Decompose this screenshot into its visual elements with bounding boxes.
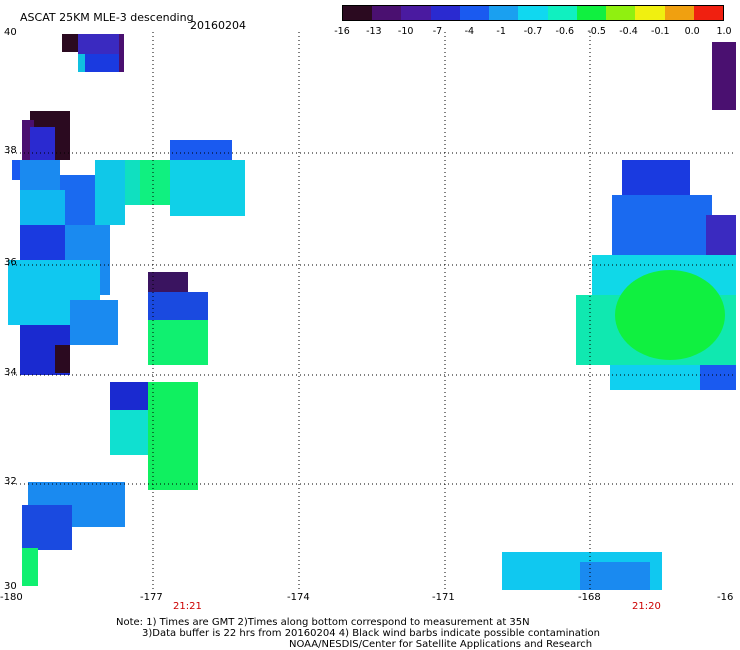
y-tick-38: 38 [4, 145, 17, 156]
x-tick-174: -174 [287, 592, 310, 603]
color-scale-label: -10 [397, 26, 414, 37]
color-scale-label: -16 [334, 26, 350, 37]
x-tick-16: -16 [717, 592, 734, 603]
color-scale-label: -4 [464, 26, 475, 37]
x-tick-177: -177 [140, 592, 163, 603]
y-tick-40: 40 [4, 27, 17, 38]
y-tick-34: 34 [4, 367, 17, 378]
color-scale-label: 1.0 [716, 26, 732, 37]
color-scale-segment [576, 6, 607, 20]
color-scale-label: -0.4 [619, 26, 638, 37]
color-scale-segment [489, 6, 519, 20]
y-tick-32: 32 [4, 476, 17, 487]
color-scale-label: -0.1 [651, 26, 670, 37]
color-scale-bar [342, 5, 724, 21]
x-tick-180: -180 [0, 592, 23, 603]
color-scale-label: -1 [496, 26, 506, 37]
x-tick-171: -171 [432, 592, 455, 603]
color-scale-segment [518, 6, 548, 20]
color-scale-label: 0.0 [684, 26, 700, 37]
footer-note-1: Note: 1) Times are GMT 2)Times along bot… [116, 617, 530, 628]
color-scale-label: -7 [432, 26, 443, 37]
color-scale-segment [401, 6, 431, 20]
x-tick-168: -168 [578, 592, 601, 603]
map-title: ASCAT 25KM MLE-3 descending [20, 11, 194, 24]
time-label-east: 21:20 [632, 601, 661, 612]
color-scale-label: -0.5 [587, 26, 606, 37]
gridlines [8, 32, 736, 590]
color-scale-segment [343, 6, 373, 20]
east-swath [502, 42, 736, 590]
time-label-west: 21:21 [173, 601, 202, 612]
color-scale-segment [372, 6, 402, 20]
footer-note-2: 3)Data buffer is 22 hrs from 20160204 4)… [142, 628, 600, 639]
color-scale-segment [547, 6, 577, 20]
map-date: 20160204 [190, 19, 246, 32]
color-scale-segment [693, 6, 724, 20]
color-scale-segment [430, 6, 460, 20]
y-tick-36: 36 [4, 257, 17, 268]
y-tick-30: 30 [4, 581, 17, 592]
footer-credit: NOAA/NESDIS/Center for Satellite Applica… [289, 639, 593, 650]
color-scale-label: -0.6 [555, 26, 575, 37]
west-swath [8, 34, 245, 586]
color-scale-label: -0.7 [523, 26, 543, 37]
color-scale-segment [459, 6, 490, 20]
color-scale-segment [664, 6, 694, 20]
color-scale-segment [635, 6, 665, 20]
color-scale-segment [606, 6, 636, 20]
color-scale-label: -13 [366, 26, 382, 37]
